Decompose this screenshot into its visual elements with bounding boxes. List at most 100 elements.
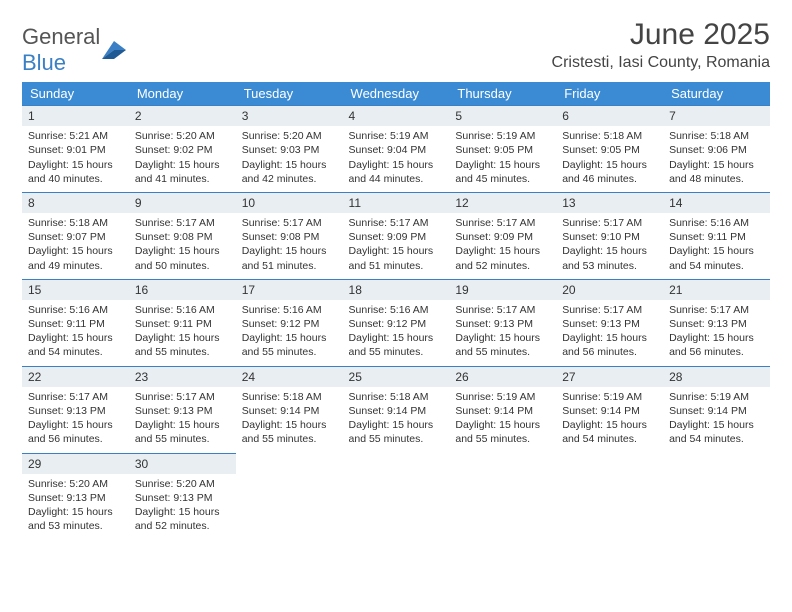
day-details: Sunrise: 5:16 AMSunset: 9:11 PMDaylight:…	[22, 300, 129, 366]
daylight-line: Daylight: 15 hours and 41 minutes.	[135, 158, 230, 186]
calendar-cell: 14Sunrise: 5:16 AMSunset: 9:11 PMDayligh…	[663, 192, 770, 279]
sunrise-line: Sunrise: 5:17 AM	[669, 303, 764, 317]
daylight-line: Daylight: 15 hours and 51 minutes.	[242, 244, 337, 272]
calendar-cell: 26Sunrise: 5:19 AMSunset: 9:14 PMDayligh…	[449, 366, 556, 453]
calendar-cell: 25Sunrise: 5:18 AMSunset: 9:14 PMDayligh…	[343, 366, 450, 453]
sunset-line: Sunset: 9:11 PM	[669, 230, 764, 244]
day-details: Sunrise: 5:17 AMSunset: 9:13 PMDaylight:…	[556, 300, 663, 366]
sunrise-line: Sunrise: 5:18 AM	[349, 390, 444, 404]
calendar-cell: 24Sunrise: 5:18 AMSunset: 9:14 PMDayligh…	[236, 366, 343, 453]
calendar-cell: 7Sunrise: 5:18 AMSunset: 9:06 PMDaylight…	[663, 105, 770, 192]
sunset-line: Sunset: 9:13 PM	[669, 317, 764, 331]
sunset-line: Sunset: 9:12 PM	[242, 317, 337, 331]
title-block: June 2025 Cristesti, Iasi County, Romani…	[552, 18, 770, 72]
calendar-cell	[449, 453, 556, 540]
daylight-line: Daylight: 15 hours and 53 minutes.	[28, 505, 123, 533]
daylight-line: Daylight: 15 hours and 55 minutes.	[455, 331, 550, 359]
day-details: Sunrise: 5:17 AMSunset: 9:13 PMDaylight:…	[129, 387, 236, 453]
day-details: Sunrise: 5:16 AMSunset: 9:11 PMDaylight:…	[129, 300, 236, 366]
calendar-cell: 18Sunrise: 5:16 AMSunset: 9:12 PMDayligh…	[343, 279, 450, 366]
day-details: Sunrise: 5:17 AMSunset: 9:08 PMDaylight:…	[129, 213, 236, 279]
daylight-line: Daylight: 15 hours and 50 minutes.	[135, 244, 230, 272]
daylight-line: Daylight: 15 hours and 55 minutes.	[455, 418, 550, 446]
sunrise-line: Sunrise: 5:17 AM	[28, 390, 123, 404]
daylight-line: Daylight: 15 hours and 53 minutes.	[562, 244, 657, 272]
day-details: Sunrise: 5:20 AMSunset: 9:13 PMDaylight:…	[22, 474, 129, 540]
day-details: Sunrise: 5:17 AMSunset: 9:09 PMDaylight:…	[343, 213, 450, 279]
day-number: 25	[343, 366, 450, 387]
brand-text: General Blue	[22, 24, 100, 76]
day-number: 29	[22, 453, 129, 474]
day-details: Sunrise: 5:16 AMSunset: 9:11 PMDaylight:…	[663, 213, 770, 279]
daylight-line: Daylight: 15 hours and 42 minutes.	[242, 158, 337, 186]
sunrise-line: Sunrise: 5:19 AM	[455, 129, 550, 143]
calendar-cell: 15Sunrise: 5:16 AMSunset: 9:11 PMDayligh…	[22, 279, 129, 366]
sunrise-line: Sunrise: 5:19 AM	[455, 390, 550, 404]
calendar-cell: 30Sunrise: 5:20 AMSunset: 9:13 PMDayligh…	[129, 453, 236, 540]
sunset-line: Sunset: 9:10 PM	[562, 230, 657, 244]
sunrise-line: Sunrise: 5:17 AM	[562, 216, 657, 230]
day-details: Sunrise: 5:18 AMSunset: 9:14 PMDaylight:…	[236, 387, 343, 453]
sunrise-line: Sunrise: 5:17 AM	[455, 216, 550, 230]
weekday-header: Thursday	[449, 82, 556, 105]
calendar-cell: 5Sunrise: 5:19 AMSunset: 9:05 PMDaylight…	[449, 105, 556, 192]
page-header: General Blue June 2025 Cristesti, Iasi C…	[22, 18, 770, 76]
sunrise-line: Sunrise: 5:21 AM	[28, 129, 123, 143]
sunrise-line: Sunrise: 5:16 AM	[135, 303, 230, 317]
day-number: 11	[343, 192, 450, 213]
brand-logo: General Blue	[22, 18, 126, 76]
calendar-cell: 13Sunrise: 5:17 AMSunset: 9:10 PMDayligh…	[556, 192, 663, 279]
day-number: 5	[449, 105, 556, 126]
day-details: Sunrise: 5:19 AMSunset: 9:04 PMDaylight:…	[343, 126, 450, 192]
day-details: Sunrise: 5:17 AMSunset: 9:13 PMDaylight:…	[663, 300, 770, 366]
flag-icon	[102, 41, 126, 59]
day-number: 3	[236, 105, 343, 126]
day-details: Sunrise: 5:20 AMSunset: 9:02 PMDaylight:…	[129, 126, 236, 192]
sunrise-line: Sunrise: 5:17 AM	[135, 390, 230, 404]
weekday-header: Sunday	[22, 82, 129, 105]
sunset-line: Sunset: 9:14 PM	[669, 404, 764, 418]
weekday-header: Wednesday	[343, 82, 450, 105]
weekday-header: Friday	[556, 82, 663, 105]
daylight-line: Daylight: 15 hours and 52 minutes.	[455, 244, 550, 272]
day-number: 12	[449, 192, 556, 213]
day-number: 7	[663, 105, 770, 126]
day-number: 30	[129, 453, 236, 474]
sunset-line: Sunset: 9:05 PM	[562, 143, 657, 157]
sunrise-line: Sunrise: 5:16 AM	[669, 216, 764, 230]
day-number: 20	[556, 279, 663, 300]
calendar-cell: 29Sunrise: 5:20 AMSunset: 9:13 PMDayligh…	[22, 453, 129, 540]
day-number: 22	[22, 366, 129, 387]
daylight-line: Daylight: 15 hours and 55 minutes.	[349, 331, 444, 359]
day-number: 8	[22, 192, 129, 213]
day-details: Sunrise: 5:16 AMSunset: 9:12 PMDaylight:…	[343, 300, 450, 366]
sunrise-line: Sunrise: 5:17 AM	[242, 216, 337, 230]
calendar-cell	[343, 453, 450, 540]
daylight-line: Daylight: 15 hours and 56 minutes.	[28, 418, 123, 446]
sunset-line: Sunset: 9:13 PM	[135, 404, 230, 418]
calendar-week-row: 15Sunrise: 5:16 AMSunset: 9:11 PMDayligh…	[22, 279, 770, 366]
daylight-line: Daylight: 15 hours and 55 minutes.	[135, 418, 230, 446]
sunrise-line: Sunrise: 5:16 AM	[349, 303, 444, 317]
day-number: 15	[22, 279, 129, 300]
calendar-cell: 8Sunrise: 5:18 AMSunset: 9:07 PMDaylight…	[22, 192, 129, 279]
day-number: 10	[236, 192, 343, 213]
calendar-cell	[663, 453, 770, 540]
daylight-line: Daylight: 15 hours and 44 minutes.	[349, 158, 444, 186]
calendar-cell: 1Sunrise: 5:21 AMSunset: 9:01 PMDaylight…	[22, 105, 129, 192]
calendar-cell: 17Sunrise: 5:16 AMSunset: 9:12 PMDayligh…	[236, 279, 343, 366]
sunset-line: Sunset: 9:04 PM	[349, 143, 444, 157]
brand-word-2: Blue	[22, 50, 66, 75]
calendar-cell: 27Sunrise: 5:19 AMSunset: 9:14 PMDayligh…	[556, 366, 663, 453]
day-number: 18	[343, 279, 450, 300]
sunset-line: Sunset: 9:01 PM	[28, 143, 123, 157]
sunset-line: Sunset: 9:02 PM	[135, 143, 230, 157]
day-number: 21	[663, 279, 770, 300]
sunset-line: Sunset: 9:11 PM	[135, 317, 230, 331]
day-number: 17	[236, 279, 343, 300]
day-number: 23	[129, 366, 236, 387]
day-details: Sunrise: 5:19 AMSunset: 9:05 PMDaylight:…	[449, 126, 556, 192]
calendar-cell: 10Sunrise: 5:17 AMSunset: 9:08 PMDayligh…	[236, 192, 343, 279]
weekday-header: Tuesday	[236, 82, 343, 105]
day-number: 1	[22, 105, 129, 126]
